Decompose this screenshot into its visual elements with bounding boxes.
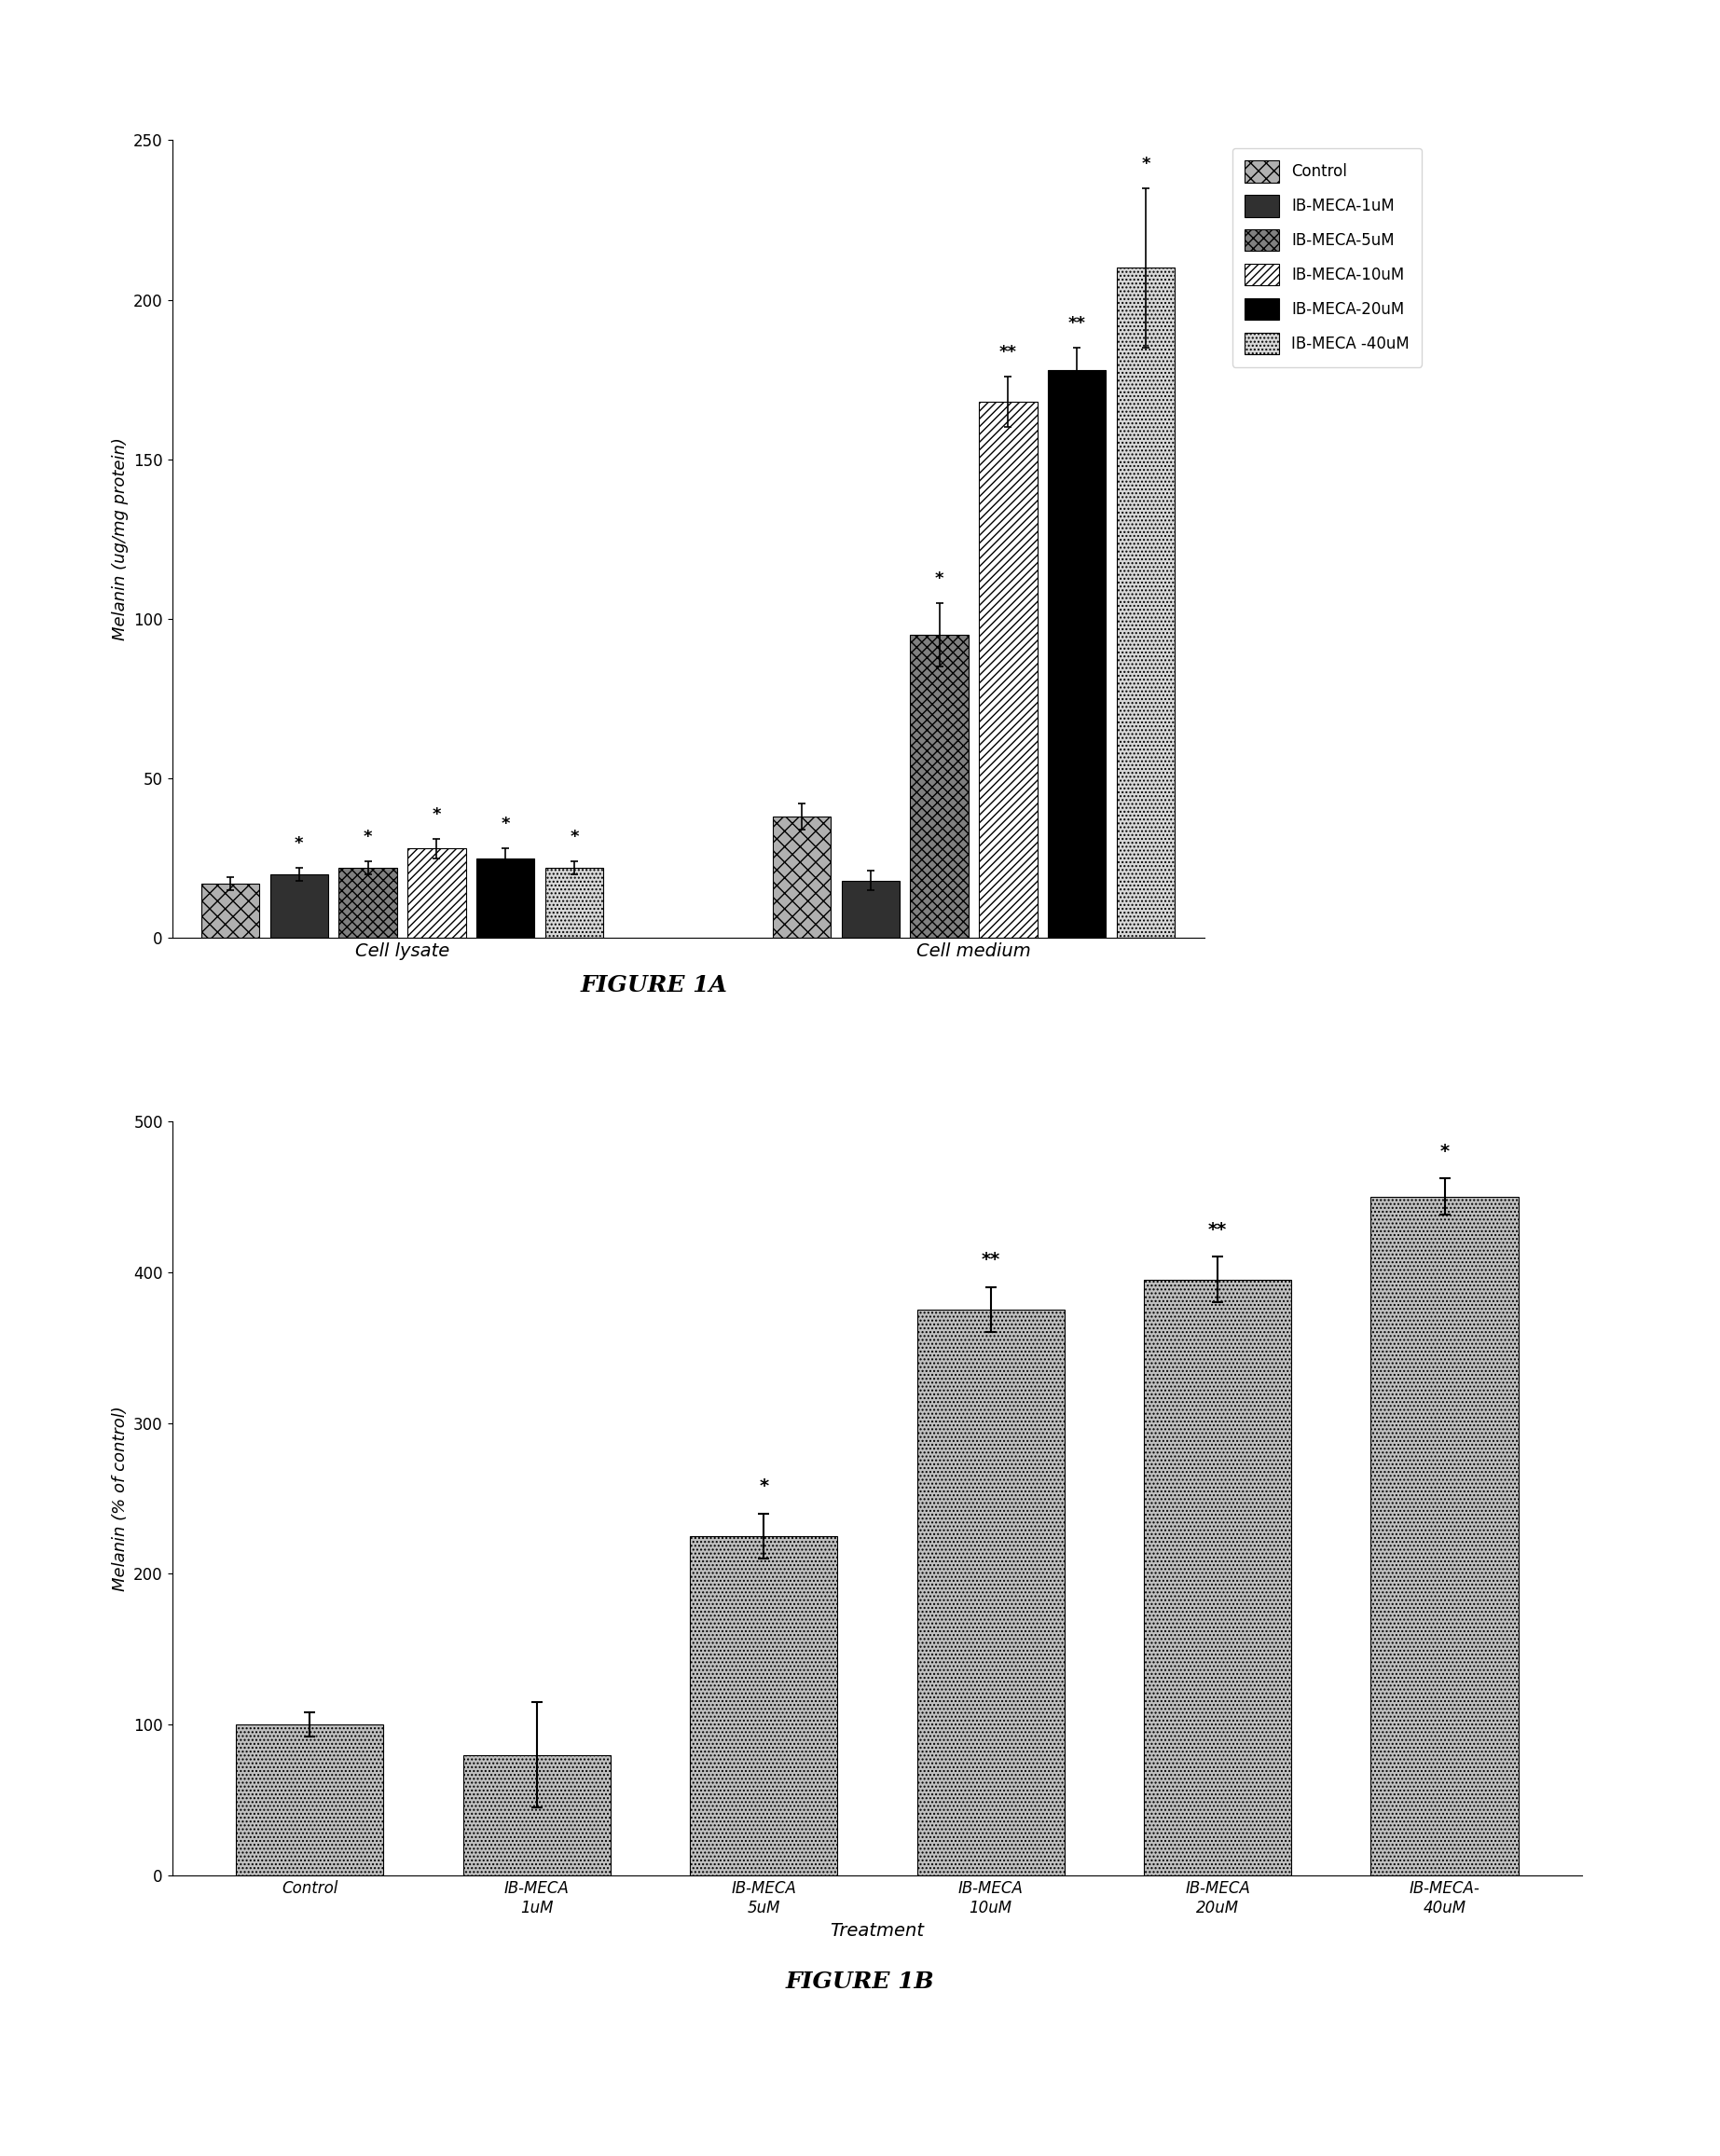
Text: *: * <box>1440 1143 1450 1160</box>
Bar <box>270 873 329 938</box>
Bar <box>236 1725 384 1876</box>
Text: *: * <box>363 828 372 845</box>
Text: **: ** <box>980 1250 999 1270</box>
Bar <box>201 884 260 938</box>
Bar <box>476 858 535 938</box>
Text: *: * <box>501 815 509 832</box>
Y-axis label: Melanin (% of control): Melanin (% of control) <box>112 1406 129 1591</box>
Y-axis label: Melanin (ug/mg protein): Melanin (ug/mg protein) <box>112 438 129 640</box>
Text: *: * <box>759 1477 769 1496</box>
Bar <box>545 867 604 938</box>
Text: **: ** <box>999 343 1017 360</box>
Text: FIGURE 1A: FIGURE 1A <box>580 975 728 996</box>
Bar <box>1047 371 1106 938</box>
Bar <box>1116 267 1175 938</box>
Text: *: * <box>294 834 303 852</box>
Bar <box>910 634 968 938</box>
Bar <box>1144 1281 1292 1876</box>
Text: FIGURE 1B: FIGURE 1B <box>786 1971 934 1992</box>
Text: *: * <box>1142 155 1151 172</box>
X-axis label: Treatment: Treatment <box>831 1921 924 1938</box>
Bar <box>917 1311 1065 1876</box>
Bar <box>463 1755 611 1876</box>
Bar <box>841 880 900 938</box>
Bar <box>339 867 397 938</box>
Text: *: * <box>569 828 578 845</box>
Bar <box>1371 1197 1519 1876</box>
Bar <box>772 817 831 938</box>
Bar <box>408 849 466 938</box>
Text: *: * <box>432 806 440 824</box>
Legend: Control, IB-MECA-1uM, IB-MECA-5uM, IB-MECA-10uM, IB-MECA-20uM, IB-MECA -40uM: Control, IB-MECA-1uM, IB-MECA-5uM, IB-ME… <box>1233 149 1422 367</box>
Text: **: ** <box>1207 1220 1226 1240</box>
Bar <box>690 1535 838 1876</box>
Text: **: ** <box>1068 315 1085 332</box>
Bar <box>979 401 1037 938</box>
Text: *: * <box>936 569 944 586</box>
